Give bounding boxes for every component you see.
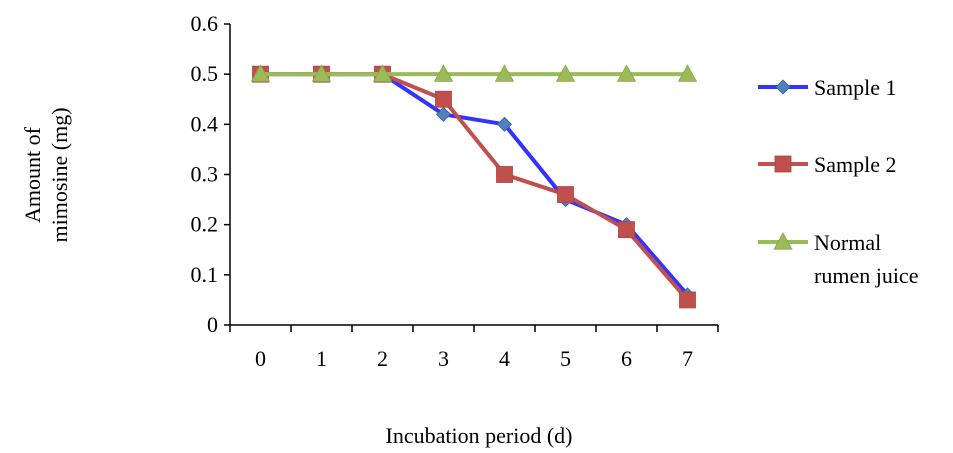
- axes: 0 0.1 0.2 0.3 0.4 0.5 0.6 0 1 2 3 4 5 6 7: [191, 11, 719, 371]
- legend-label: Sample 2: [814, 152, 897, 177]
- y-axis-title: Amount of mimosine (mg): [20, 107, 72, 242]
- data-point: [618, 221, 635, 239]
- x-tick-label: 4: [499, 346, 510, 371]
- legend-label: rumen juice: [814, 263, 918, 288]
- data-point: [433, 64, 454, 82]
- data-point: [616, 64, 637, 82]
- x-tick-label: 0: [255, 346, 266, 371]
- y-tick-label: 0.6: [191, 11, 219, 36]
- x-axis-title: Incubation period (d): [386, 423, 573, 448]
- x-tick-label: 5: [560, 346, 571, 371]
- y-tick-label: 0.2: [191, 212, 219, 237]
- series-2: [252, 65, 696, 309]
- legend-label: Sample 1: [814, 75, 897, 100]
- y-tick-label: 0.4: [191, 111, 219, 136]
- y-tick-label: 0.3: [191, 162, 219, 187]
- legend-marker: [774, 155, 792, 173]
- data-point: [496, 116, 513, 132]
- legend-label: Normal: [814, 230, 881, 255]
- data-point: [677, 64, 698, 82]
- series-line: [260, 72, 690, 297]
- y-axis-title-line-2: mimosine (mg): [47, 107, 72, 242]
- legend-item: Normal rumen juice: [758, 230, 918, 288]
- y-axis-title-line-1: Amount of: [20, 126, 45, 223]
- series-1: [252, 66, 696, 303]
- y-tick-label: 0.1: [191, 262, 219, 287]
- y-tick-label: 0: [207, 312, 218, 337]
- data-point: [496, 166, 513, 183]
- data-point: [494, 64, 515, 82]
- series-3: [250, 64, 698, 82]
- x-tick-label: 1: [316, 346, 327, 371]
- data-point: [250, 64, 271, 82]
- data-point: [679, 291, 696, 309]
- data-point: [311, 64, 332, 82]
- x-tick-label: 6: [621, 346, 632, 371]
- y-tick-label: 0.5: [191, 61, 219, 86]
- legend-item: Sample 2: [758, 152, 897, 177]
- legend-item: Sample 1: [758, 75, 897, 100]
- x-tick-label: 2: [377, 346, 388, 371]
- data-point: [435, 90, 452, 108]
- data-point: [372, 64, 393, 82]
- data-point: [557, 186, 574, 203]
- series-layer: [250, 64, 698, 309]
- legend-marker: [773, 232, 793, 250]
- legend-marker: [775, 79, 791, 95]
- legend: Sample 1 Sample 2 Normal rumen juice: [758, 75, 918, 288]
- x-tick-label: 7: [682, 346, 693, 371]
- series-line: [260, 72, 690, 302]
- x-tick-label: 3: [438, 346, 449, 371]
- data-point: [555, 64, 576, 82]
- data-point: [435, 106, 452, 122]
